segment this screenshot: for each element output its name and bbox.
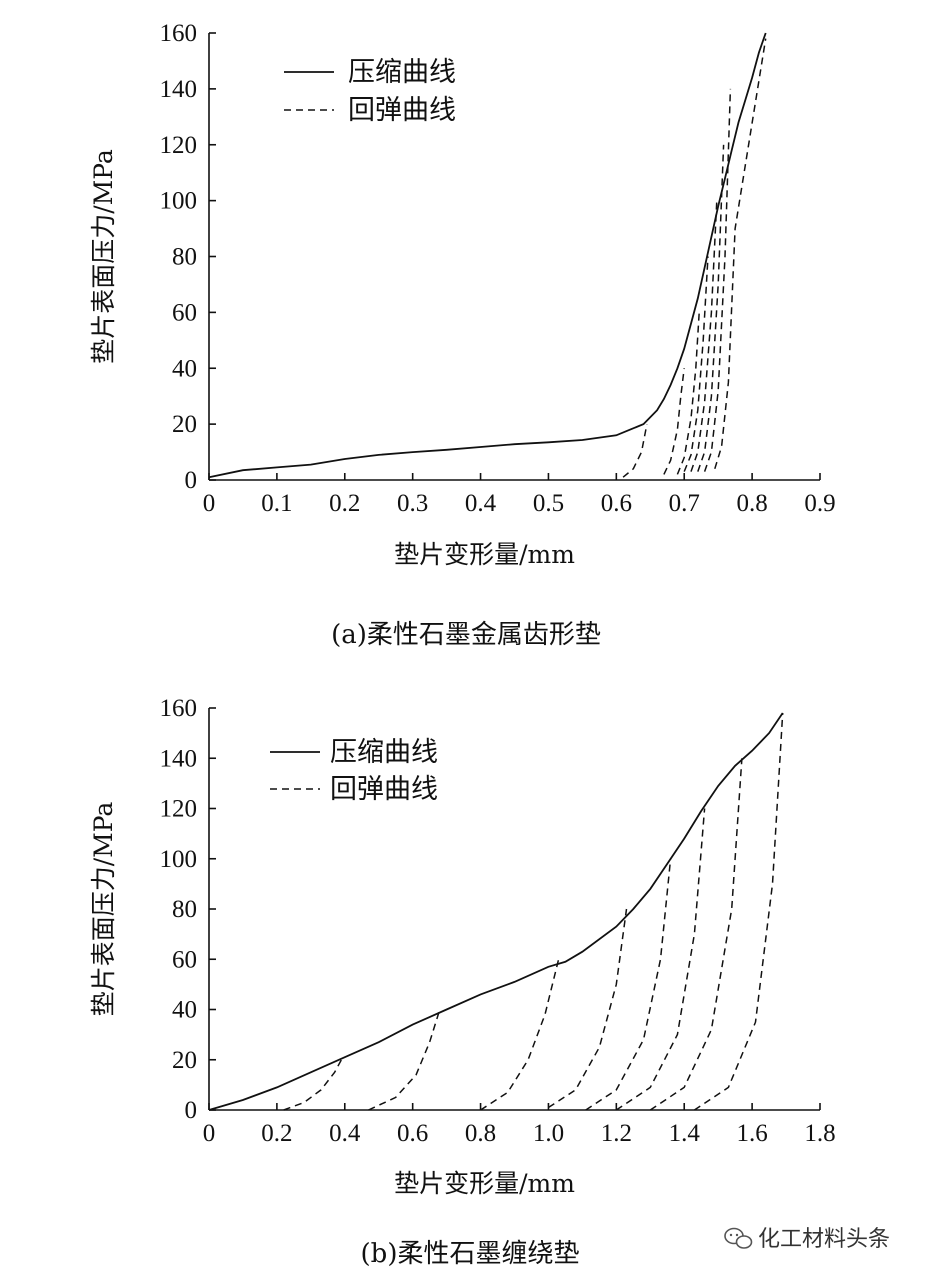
chart-b-y-tick-label: 20 — [172, 1047, 197, 1074]
chart-b-legend-compression: 压缩曲线 — [330, 737, 438, 768]
chart-a: 0 0.1 0.2 0.3 0.4 0.5 0.6 0.7 0.8 0.9 0 20 40 60 80 100… — [89, 20, 836, 650]
chart-a-y-tick-label: 60 — [172, 299, 197, 326]
chart-b-rebound-curve-8 — [693, 712, 784, 1111]
chart-b-rebound-curve-6 — [615, 808, 706, 1111]
chart-a-x-tick-label: 0.8 — [736, 490, 767, 517]
chart-b: 0 0.2 0.4 0.6 0.8 1.0 1.2 1.4 1.6 1.8 0 20 40 60 80 100… — [89, 695, 836, 1269]
chart-b-y-tick-label: 100 — [160, 846, 198, 873]
chart-b-x-axis-label: 垫片变形量/mm — [394, 1169, 575, 1198]
chart-a-caption: (a)柔性石墨金属齿形垫 — [331, 620, 601, 650]
chart-b-x-tick-label: 1.6 — [736, 1120, 767, 1147]
chart-b-compression-curve — [208, 712, 784, 1111]
chart-b-x-tick-label: 1.2 — [601, 1120, 632, 1147]
chart-b-y-tick-label: 0 — [185, 1097, 198, 1124]
chart-b-y-tick-label: 60 — [172, 946, 197, 973]
chart-a-x-tick-label: 0.2 — [329, 490, 360, 517]
chart-a-y-tick-label: 120 — [160, 132, 198, 159]
chart-b-y-tick-label: 120 — [160, 796, 198, 823]
chart-b-y-axis-label: 垫片表面压力/MPa — [89, 802, 118, 1017]
chart-a-rebound-curve-3 — [676, 312, 700, 475]
chart-b-x-tick-label: 0.2 — [261, 1120, 292, 1147]
chart-b-legend-rebound: 回弹曲线 — [330, 774, 438, 805]
chart-a-legend-rebound: 回弹曲线 — [348, 95, 456, 126]
chart-a-compression-curve — [208, 32, 767, 479]
chart-a-y-tick-label: 100 — [160, 188, 198, 215]
chart-b-x-tick-label: 1.4 — [669, 1120, 701, 1147]
chart-a-y-tick-label: 140 — [160, 76, 198, 103]
chart-b-y-tick-label: 140 — [160, 745, 198, 772]
chart-a-x-tick-label: 0.9 — [804, 490, 835, 517]
chart-b-x-tick-label: 0 — [203, 1120, 216, 1147]
chart-a-rebound-curve-5 — [690, 200, 718, 472]
chart-a-y-tick-label: 80 — [172, 244, 197, 271]
chart-b-caption: (b)柔性石墨缠绕垫 — [361, 1239, 580, 1269]
wechat-icon — [724, 1227, 753, 1249]
chart-b-rebound-curve-2 — [368, 1009, 441, 1111]
chart-b-x-tick-label: 1.0 — [533, 1120, 564, 1147]
chart-b-rebound-curve-7 — [649, 758, 743, 1111]
chart-a-rebound-curve-8 — [714, 38, 767, 470]
chart-a-rebound-curve-2 — [663, 368, 685, 475]
chart-a-x-tick-label: 0 — [203, 490, 216, 517]
chart-a-x-axis-label: 垫片变形量/mm — [394, 540, 575, 569]
chart-a-rebound-curve-7 — [703, 88, 732, 472]
chart-a-y-tick-label: 20 — [172, 411, 197, 438]
chart-b-rebound-curve-5 — [585, 858, 672, 1111]
chart-a-legend-compression: 压缩曲线 — [348, 57, 456, 88]
chart-a-x-tick-label: 0.5 — [533, 490, 564, 517]
chart-a-y-tick-label: 40 — [172, 355, 197, 382]
chart-b-x-tick-label: 0.8 — [465, 1120, 496, 1147]
chart-b-rebound-curve-1 — [283, 1059, 343, 1111]
chart-b-x-tick-label: 0.6 — [397, 1120, 428, 1147]
watermark-text: 化工材料头条 — [758, 1227, 890, 1252]
chart-a-rebound-curve-1 — [622, 423, 648, 478]
chart-b-x-tick-label: 0.4 — [329, 1120, 361, 1147]
chart-a-rebound-curve-6 — [697, 144, 725, 472]
chart-a-rebound-curve-4 — [683, 256, 709, 472]
chart-b-x-tick-label: 1.8 — [804, 1120, 835, 1147]
chart-b-rebound-curve-4 — [547, 908, 628, 1109]
chart-b-y-tick-label: 80 — [172, 896, 197, 923]
chart-a-y-tick-label: 160 — [160, 20, 198, 47]
chart-a-y-axis-label: 垫片表面压力/MPa — [89, 149, 118, 364]
chart-a-x-tick-label: 0.6 — [601, 490, 632, 517]
chart-a-x-tick-label: 0.4 — [465, 490, 497, 517]
chart-a-x-tick-label: 0.3 — [397, 490, 428, 517]
chart-b-y-tick-label: 40 — [172, 997, 197, 1024]
chart-a-y-tick-label: 0 — [185, 467, 198, 494]
chart-a-x-tick-label: 0.7 — [669, 490, 700, 517]
chart-b-rebound-curve-3 — [480, 959, 560, 1111]
watermark: 化工材料头条 — [724, 1227, 890, 1252]
chart-a-x-tick-label: 0.1 — [261, 490, 292, 517]
chart-b-y-tick-label: 160 — [160, 695, 198, 722]
